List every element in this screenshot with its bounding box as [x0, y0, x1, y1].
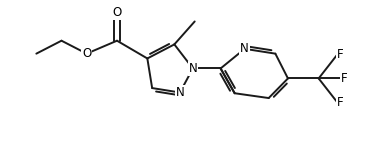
Text: F: F	[337, 96, 344, 109]
Text: N: N	[240, 42, 249, 55]
Text: O: O	[112, 7, 121, 19]
Text: F: F	[337, 48, 344, 61]
Text: F: F	[341, 72, 348, 85]
Text: N: N	[175, 86, 184, 99]
Text: O: O	[82, 47, 91, 60]
Text: N: N	[188, 62, 197, 75]
